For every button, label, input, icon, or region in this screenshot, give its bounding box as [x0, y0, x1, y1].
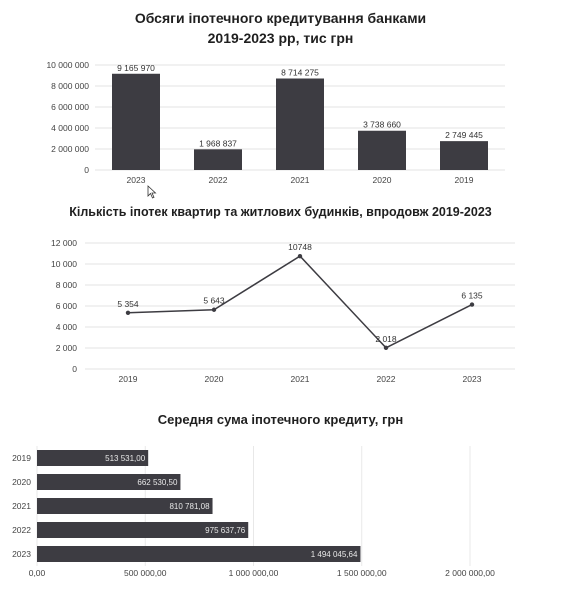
data-label: 9 165 970 [117, 63, 155, 73]
x-tick-label: 2019 [455, 175, 474, 185]
data-label: 10748 [288, 242, 312, 252]
y-tick-label: 2 000 000 [51, 144, 89, 154]
bar [112, 73, 160, 170]
x-tick-label: 2022 [209, 175, 228, 185]
x-tick-label: 500 000,00 [124, 568, 167, 578]
x-tick-label: 1 500 000,00 [337, 568, 387, 578]
y-tick-label: 4 000 [56, 322, 78, 332]
bar [37, 498, 213, 514]
x-tick-label: 2 000 000,00 [445, 568, 495, 578]
data-label: 975 637,76 [205, 526, 246, 535]
data-point [211, 307, 217, 312]
x-tick-label: 1 000 000,00 [229, 568, 279, 578]
bar [358, 130, 406, 170]
data-point [383, 345, 389, 351]
x-tick-label: 2023 [127, 175, 146, 185]
x-tick-label: 2019 [119, 374, 138, 384]
data-label: 810 781,08 [169, 502, 210, 511]
mouse-cursor-icon [147, 185, 157, 199]
y-tick-label: 2021 [12, 501, 31, 511]
data-label: 8 714 275 [281, 68, 319, 78]
y-tick-label: 10 000 [51, 259, 77, 269]
bar [440, 141, 488, 170]
mortgage-count-line-chart: 0 2 000 4 000 6 000 8 000 10 000 12 000 5 354 20… [51, 238, 515, 384]
y-tick-label: 8 000 000 [51, 81, 89, 91]
data-point [297, 253, 303, 259]
data-label: 5 643 [203, 296, 225, 306]
x-tick-label: 2022 [377, 374, 396, 384]
data-point [125, 310, 131, 315]
x-tick-label: 2021 [291, 175, 310, 185]
data-label: 513 531,00 [105, 454, 146, 463]
y-tick-label: 4 000 000 [51, 123, 89, 133]
y-tick-label: 2023 [12, 549, 31, 559]
bar [37, 522, 249, 538]
chart3-title: Середня сума іпотечного кредиту, грн [157, 412, 404, 427]
x-tick-label: 0,00 [29, 568, 46, 578]
mortgage-volume-bar-chart: 0 2 000 000 4 000 000 6 000 000 8 000 000 10 … [46, 60, 505, 185]
x-tick-label: 2023 [463, 374, 482, 384]
data-label: 2 018 [375, 334, 397, 344]
bar [276, 78, 324, 170]
y-tick-label: 2019 [12, 453, 31, 463]
data-label: 5 354 [117, 299, 139, 309]
chart1-title: Обсяги іпотечного кредитування банками [134, 10, 427, 26]
data-label: 1 968 837 [199, 138, 237, 148]
x-tick-label: 2020 [373, 175, 392, 185]
series-line [127, 255, 473, 349]
x-tick-label: 2020 [205, 374, 224, 384]
data-label: 3 738 660 [363, 120, 401, 130]
y-tick-label: 6 000 000 [51, 102, 89, 112]
y-tick-label: 2020 [12, 477, 31, 487]
y-tick-label: 0 [72, 364, 77, 374]
y-tick-label: 10 000 000 [46, 60, 89, 70]
data-point [469, 302, 475, 307]
y-tick-label: 8 000 [56, 280, 78, 290]
data-label: 1 494 045,64 [311, 550, 358, 559]
chart1-subtitle: 2019-2023 рр, тис грн [207, 30, 354, 46]
data-label: 662 530,50 [137, 478, 178, 487]
bar [37, 546, 361, 562]
y-tick-label: 2 000 [56, 343, 78, 353]
average-loan-hbar-chart: 0,00 500 000,00 1 000 000,00 1 500 000,00 2 … [12, 446, 495, 578]
y-tick-label: 12 000 [51, 238, 77, 248]
x-tick-label: 2021 [291, 374, 310, 384]
chart2-title: Кількість іпотек квартир та житлових буд… [69, 205, 492, 219]
bar [37, 474, 181, 490]
bar [194, 149, 242, 170]
bar [37, 450, 149, 466]
data-label: 6 135 [461, 291, 483, 301]
y-tick-label: 0 [84, 165, 89, 175]
y-tick-label: 6 000 [56, 301, 78, 311]
y-tick-label: 2022 [12, 525, 31, 535]
data-label: 2 749 445 [445, 130, 483, 140]
